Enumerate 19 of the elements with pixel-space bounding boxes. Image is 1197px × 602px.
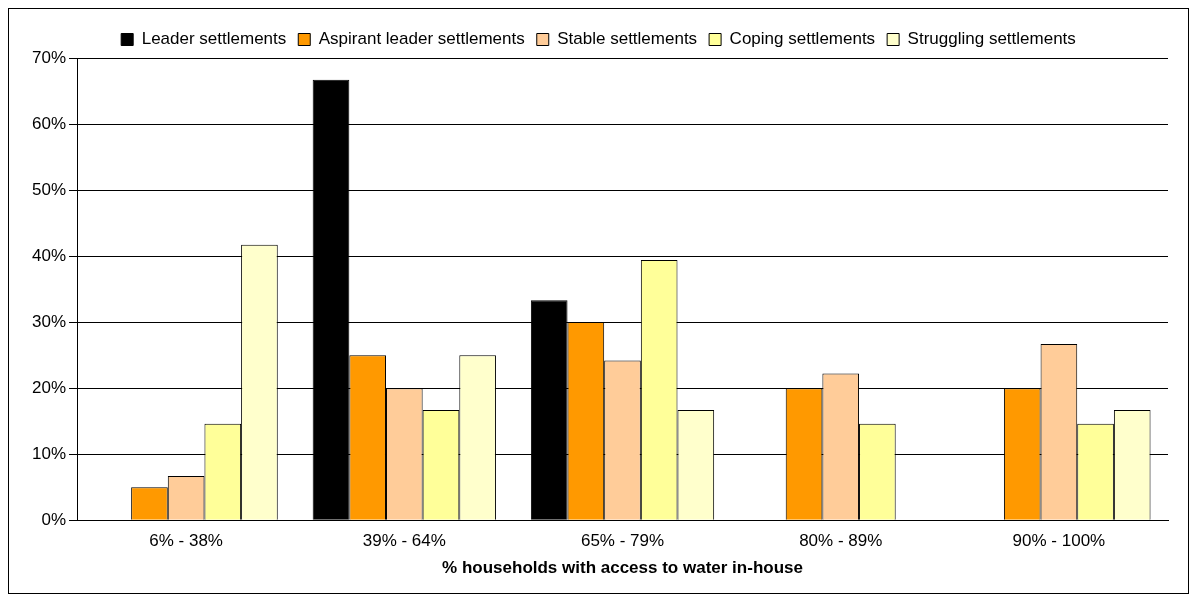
legend-label: Struggling settlements (907, 29, 1076, 49)
y-tick-label: 0% (41, 509, 67, 529)
legend-label: Coping settlements (729, 29, 876, 49)
x-tick-label: 6% - 38% (149, 531, 223, 551)
legend-label: Aspirant leader settlements (318, 29, 525, 49)
y-tick-label: 10% (31, 443, 67, 463)
y-tick-label: 30% (31, 311, 67, 331)
x-tick-label: 90% - 100% (1012, 531, 1106, 551)
legend-label: Stable settlements (557, 29, 698, 49)
x-tick-label: 65% - 79% (580, 531, 665, 551)
x-axis-title: % households with access to water in-house (442, 558, 803, 578)
x-tick-label: 80% - 89% (799, 531, 883, 551)
y-tick-label: 50% (31, 179, 67, 199)
y-tick-label: 20% (31, 377, 67, 397)
y-tick-label: 70% (31, 47, 67, 67)
y-tick-label: 40% (31, 245, 67, 265)
y-tick-label: 60% (31, 113, 67, 133)
x-tick-label: 39% - 64% (362, 531, 446, 551)
legend-label: Leader settlements (141, 29, 287, 49)
